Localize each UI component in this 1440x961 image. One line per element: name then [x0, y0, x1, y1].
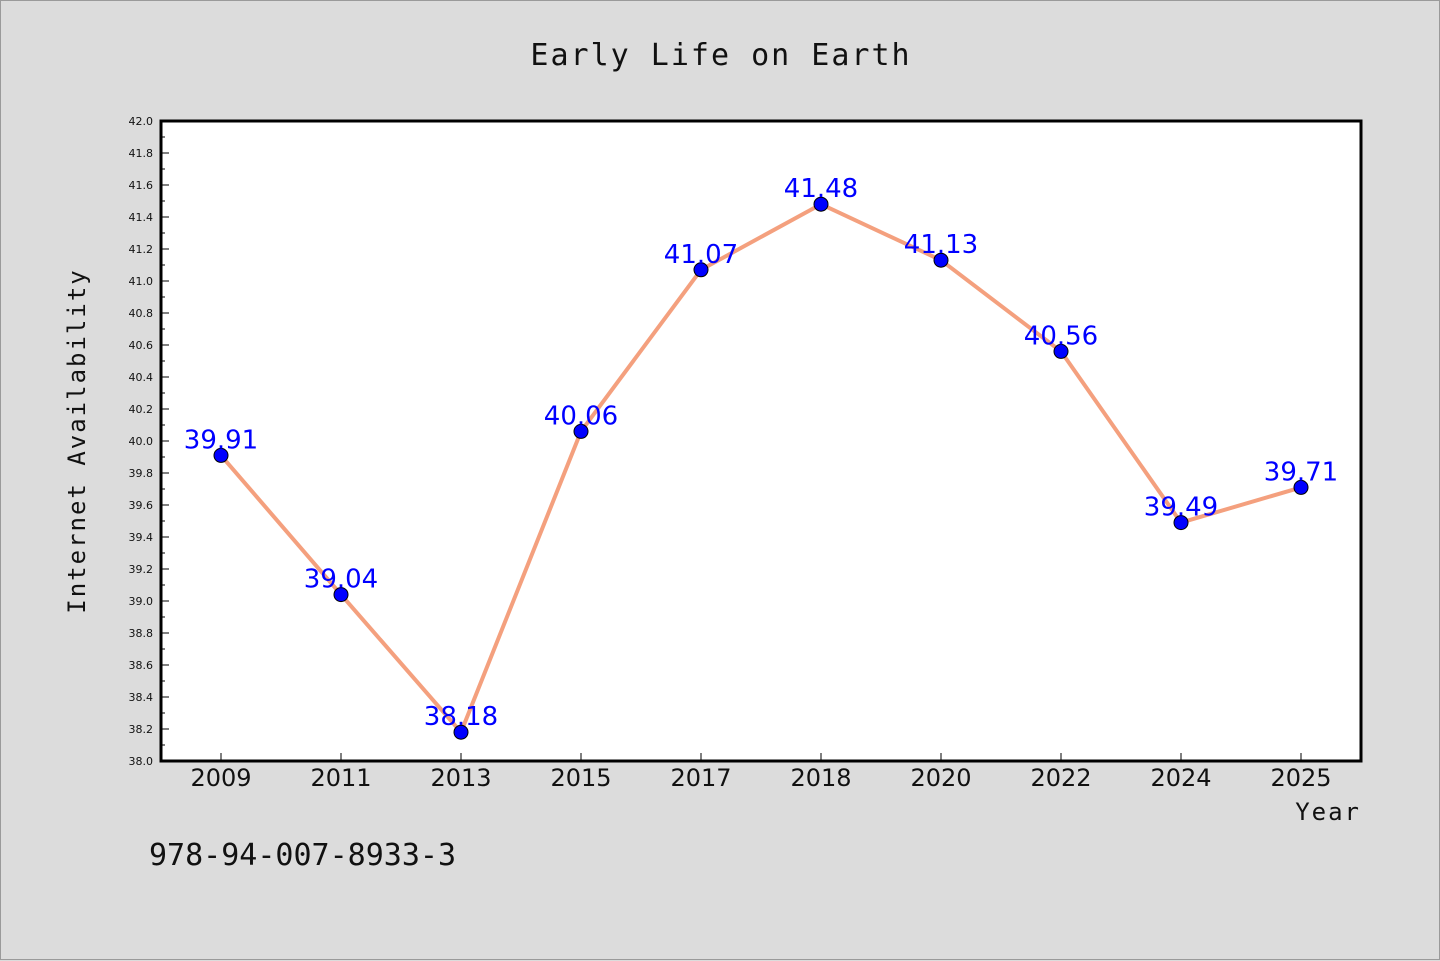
data-point	[813, 196, 829, 212]
y-tick-label: 38.6	[129, 659, 154, 672]
y-axis-label: Internet Availability	[63, 268, 91, 613]
data-point	[213, 447, 229, 463]
y-tick-label: 40.0	[129, 435, 154, 448]
series-layer	[213, 196, 1309, 740]
x-tick-label: 2018	[790, 764, 851, 792]
x-tick-label: 2022	[1030, 764, 1091, 792]
data-point	[1053, 343, 1069, 359]
x-tick-label: 2017	[670, 764, 731, 792]
isbn-text: 978-94-007-8933-3	[149, 838, 456, 873]
x-tick-label: 2013	[430, 764, 491, 792]
x-tick-label: 2011	[310, 764, 371, 792]
y-axis-ticks: 38.0 38.2 38.4 38.6 38.8 39.0 39.2 39.4 39.6 39.8…	[129, 115, 169, 768]
x-tick-label: 2015	[550, 764, 611, 792]
data-point	[333, 587, 349, 603]
y-tick-label: 38.8	[129, 627, 154, 640]
y-tick-label: 38.4	[129, 691, 154, 704]
data-label: 41.13	[904, 230, 978, 260]
data-label: 39.71	[1264, 457, 1338, 487]
data-point	[1293, 479, 1309, 495]
x-tick-label: 2025	[1270, 764, 1331, 792]
y-tick-label: 40.4	[129, 371, 154, 384]
data-label: 41.07	[664, 240, 738, 270]
y-tick-label: 39.4	[129, 531, 154, 544]
y-tick-label: 41.6	[129, 179, 154, 192]
data-label: 39.04	[304, 565, 378, 595]
y-tick-label: 39.0	[129, 595, 154, 608]
data-label: 39.49	[1144, 493, 1218, 523]
series-line	[219, 202, 1303, 735]
data-labels: 39.91 39.04 38.18 40.06 41.07 41.48 41.13 40.56…	[184, 174, 1338, 732]
x-tick-label: 2024	[1150, 764, 1211, 792]
data-label: 40.56	[1024, 321, 1098, 351]
data-label: 40.06	[544, 401, 618, 431]
x-tick-label: 2020	[910, 764, 971, 792]
data-label: 38.18	[424, 702, 498, 732]
plot-border	[159, 119, 1363, 763]
y-tick-label: 41.4	[129, 211, 154, 224]
y-tick-label: 41.0	[129, 275, 154, 288]
y-tick-label: 41.8	[129, 147, 154, 160]
y-tick-label: 39.8	[129, 467, 154, 480]
y-tick-label: 42.0	[129, 115, 154, 128]
x-axis-ticks: 2009 2011 2013 2015 2017 2018 2020 2022 2024 2025	[190, 753, 1332, 792]
chart-title: Early Life on Earth	[530, 38, 911, 73]
y-tick-label: 40.8	[129, 307, 154, 320]
data-point	[453, 724, 469, 740]
x-axis-label: Year	[1295, 798, 1361, 826]
y-tick-label: 39.6	[129, 499, 154, 512]
y-tick-label: 39.2	[129, 563, 154, 576]
y-tick-label: 40.2	[129, 403, 154, 416]
x-tick-label: 2009	[190, 764, 251, 792]
data-label: 39.91	[184, 425, 258, 455]
data-point	[693, 262, 709, 278]
y-tick-label: 38.2	[129, 723, 154, 736]
data-point	[573, 423, 589, 439]
data-point	[1173, 515, 1189, 531]
plot-area	[161, 121, 1361, 761]
y-tick-label: 38.0	[129, 755, 154, 768]
data-label: 41.48	[784, 174, 858, 204]
y-tick-label: 40.6	[129, 339, 154, 352]
data-point	[933, 252, 949, 268]
y-tick-label: 41.2	[129, 243, 154, 256]
